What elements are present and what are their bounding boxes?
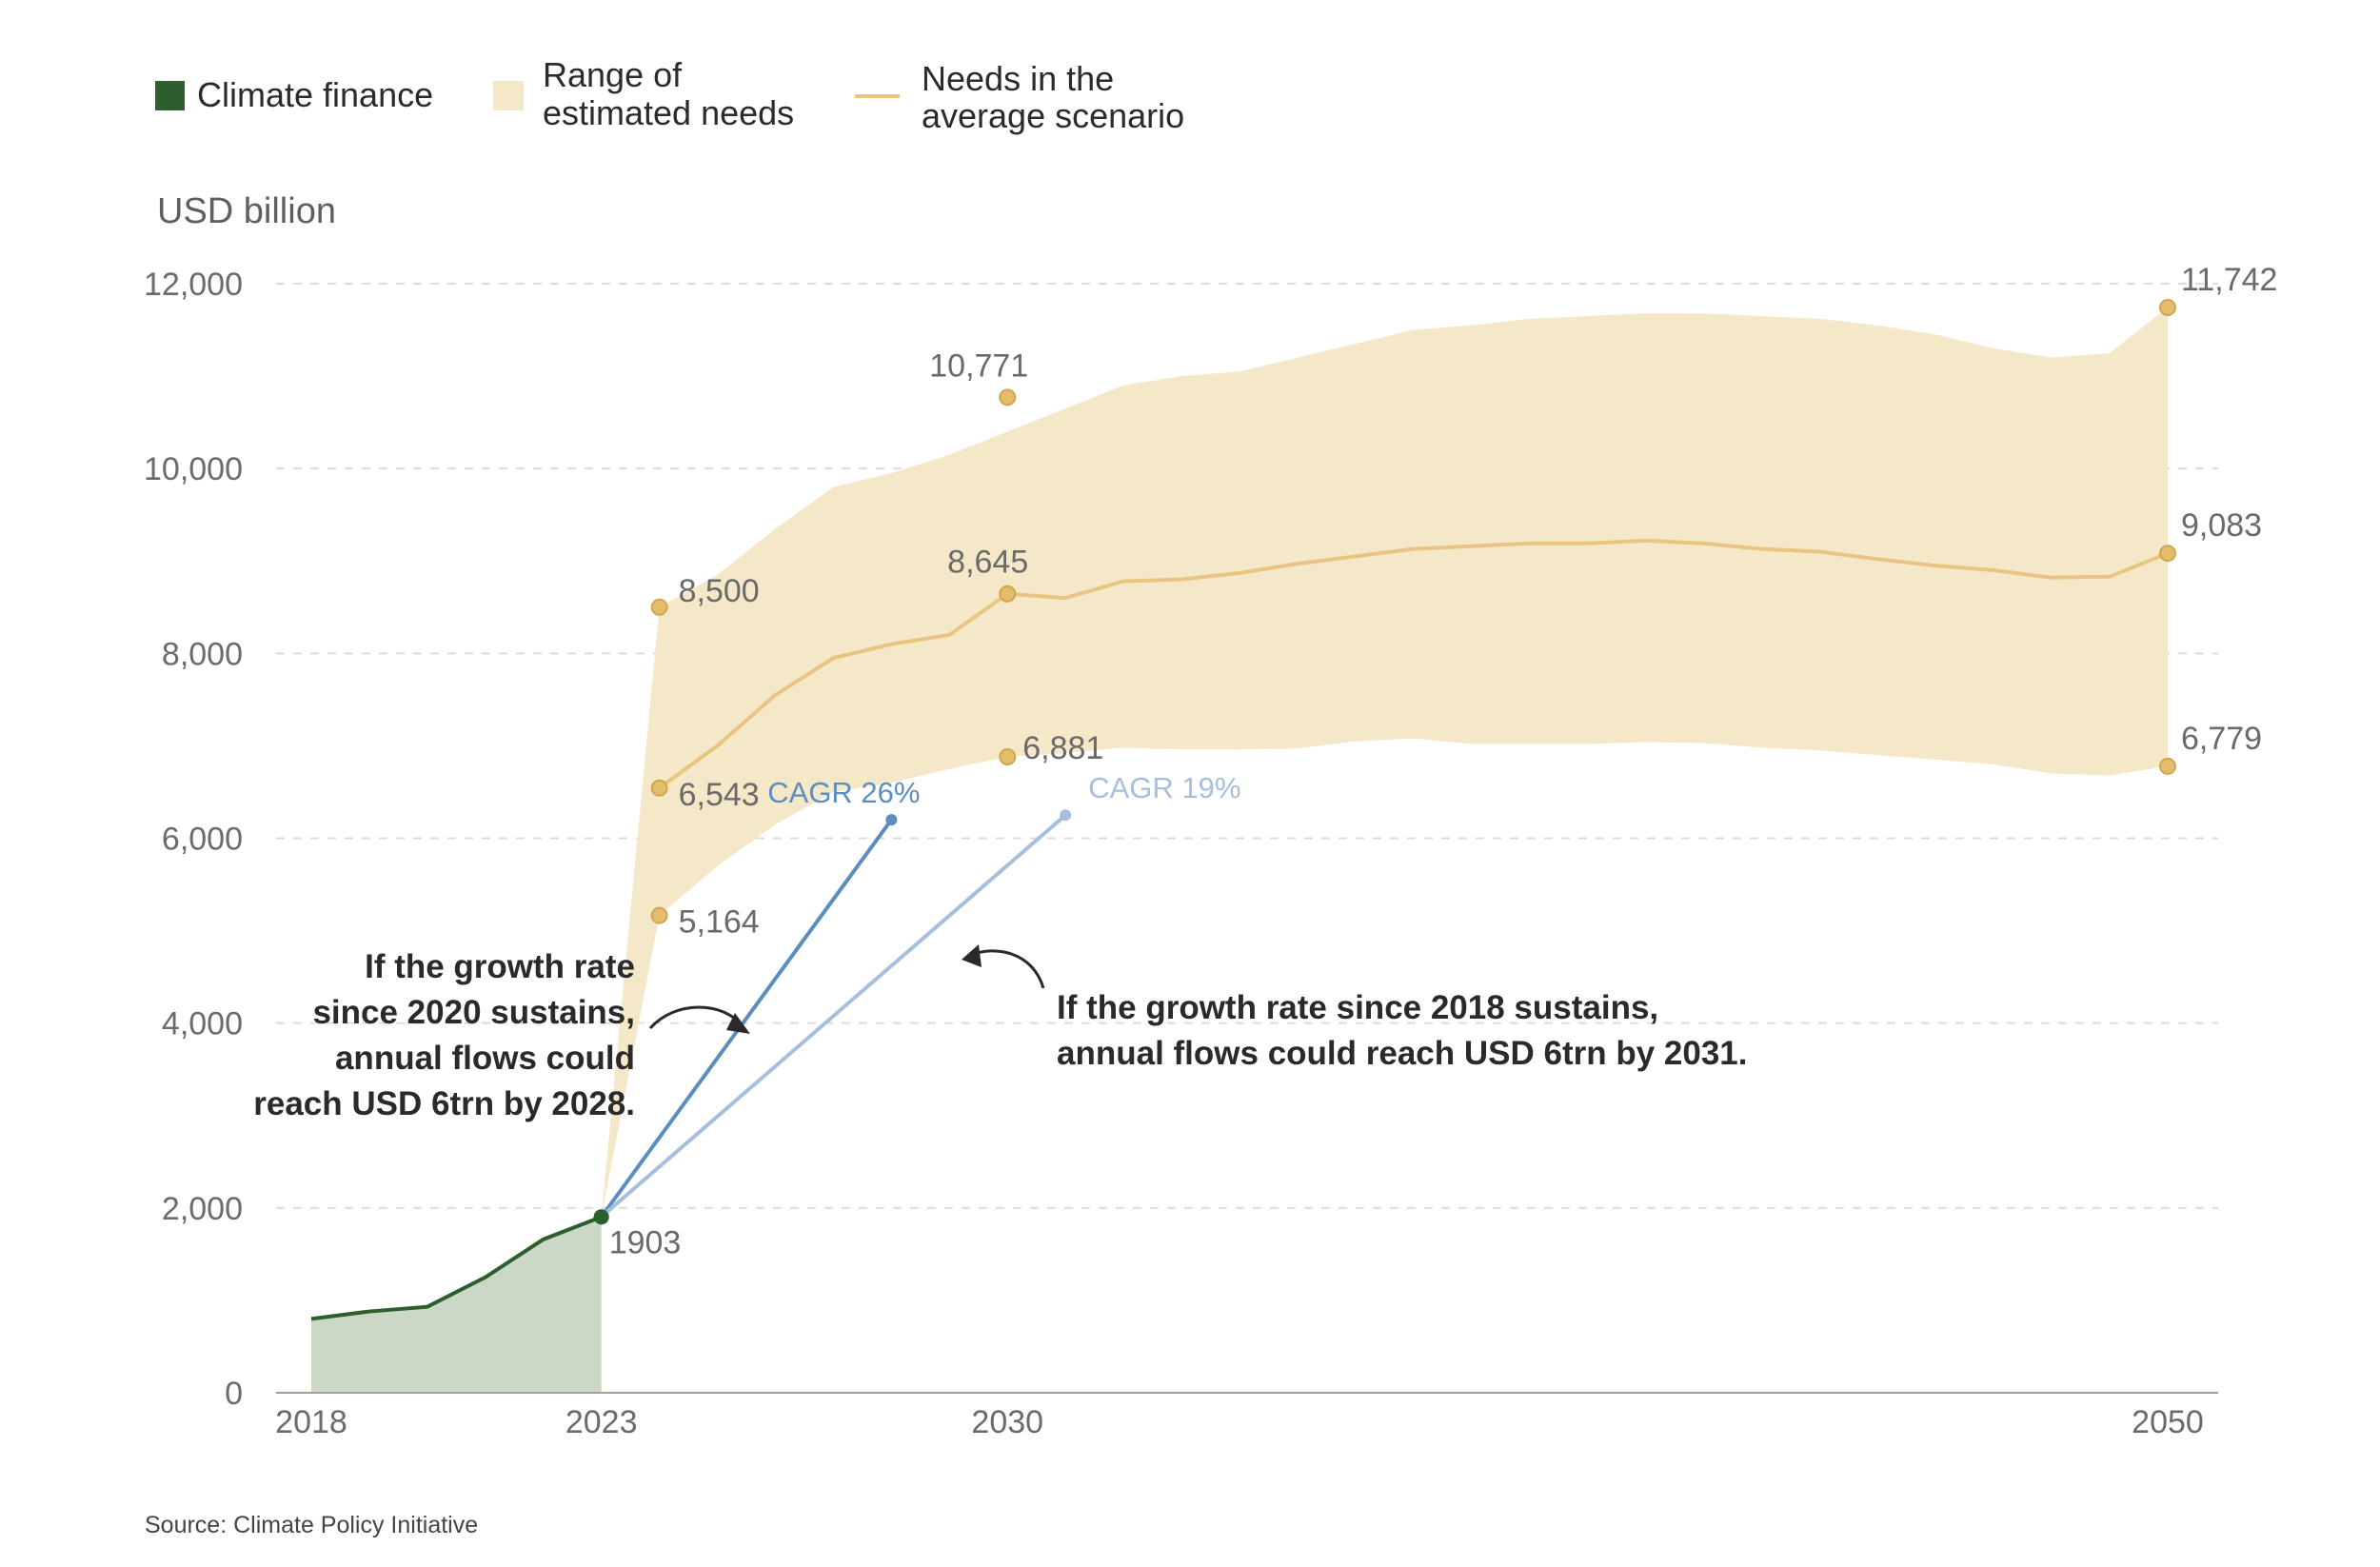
needs-point-label-6: 11,742 bbox=[2181, 262, 2277, 298]
x-tick-label-2023: 2023 bbox=[565, 1404, 638, 1440]
legend-finance-swatch bbox=[155, 81, 185, 110]
right-note-line2: annual flows could reach USD 6trn by 203… bbox=[1057, 1035, 1747, 1072]
cagr-line-1 bbox=[600, 813, 1067, 1219]
climate-finance-end-point-top bbox=[593, 1209, 609, 1225]
needs-point-label-8: 6,779 bbox=[2181, 721, 2262, 757]
x-tick-label-2030: 2030 bbox=[971, 1404, 1043, 1440]
needs-point-label-3: 10,771 bbox=[929, 347, 1028, 384]
source-note: Source: Climate Policy Initiative bbox=[145, 1512, 478, 1538]
climate-finance-series: 1903 bbox=[310, 1209, 682, 1393]
y-tick-label-2000: 2,000 bbox=[162, 1191, 243, 1227]
x-tick-label-2018: 2018 bbox=[275, 1404, 347, 1440]
needs-point-label-2: 5,164 bbox=[679, 904, 760, 941]
y-tick-label-4000: 4,000 bbox=[162, 1006, 243, 1042]
left-curved-arrow bbox=[648, 1005, 744, 1030]
needs-point-0 bbox=[650, 598, 668, 616]
cagr-projections: CAGR 26% CAGR 19% bbox=[593, 771, 1240, 1225]
needs-point-7 bbox=[2159, 545, 2176, 563]
right-curved-arrow bbox=[968, 949, 1045, 989]
average-scenario-series bbox=[658, 538, 2169, 790]
needs-point-label-7: 9,083 bbox=[2181, 507, 2262, 544]
needs-range-band bbox=[601, 307, 2168, 1218]
needs-range-area bbox=[601, 307, 2168, 1218]
cagr-end-point-0 bbox=[885, 814, 898, 826]
legend-range-label-line1: Range of bbox=[543, 55, 683, 94]
legend: Climate finance Range of estimated needs… bbox=[155, 55, 1184, 135]
right-arrow-head-icon bbox=[962, 944, 982, 967]
y-tick-label-6000: 6,000 bbox=[162, 822, 243, 858]
needs-point-6 bbox=[2159, 299, 2176, 317]
climate-finance-line bbox=[310, 1215, 603, 1321]
average-scenario-line bbox=[658, 538, 2169, 790]
axes: 0 2,000 4,000 6,000 8,000 10,000 12,000 2018 202… bbox=[144, 267, 2218, 1440]
legend-average-label-line1: Needs in the bbox=[922, 59, 1114, 98]
y-tick-label-12000: 12,000 bbox=[144, 267, 243, 303]
right-note-line1: If the growth rate since 2018 sustains, bbox=[1057, 989, 1658, 1026]
left-note-line4: reach USD 6trn by 2028. bbox=[253, 1085, 635, 1122]
left-arrow-head-icon bbox=[726, 1013, 750, 1034]
y-tick-label-10000: 10,000 bbox=[144, 451, 243, 487]
left-note-line3: annual flows could bbox=[335, 1040, 635, 1077]
right-annotation: If the growth rate since 2018 sustains, … bbox=[962, 944, 1747, 1072]
climate-finance-area bbox=[311, 1217, 602, 1393]
needs-point-label-4: 8,645 bbox=[947, 545, 1028, 581]
legend-range-swatch bbox=[493, 81, 524, 110]
cagr-line-0 bbox=[600, 818, 893, 1219]
needs-point-8 bbox=[2159, 757, 2176, 775]
y-axis-unit-label: USD billion bbox=[157, 191, 336, 231]
needs-point-label-5: 6,881 bbox=[1022, 730, 1103, 766]
needs-point-label-1: 6,543 bbox=[679, 777, 760, 813]
left-note-line2: since 2020 sustains, bbox=[312, 994, 635, 1031]
labeled-points: 8,500 6,543 5,164 10,771 8,645 6,881 11,742 9,0… bbox=[650, 262, 2277, 941]
left-annotation: If the growth rate since 2020 sustains, … bbox=[253, 948, 750, 1122]
needs-point-label-0: 8,500 bbox=[679, 573, 760, 609]
cagr-end-point-1 bbox=[1060, 809, 1072, 822]
needs-point-4 bbox=[999, 585, 1017, 603]
climate-finance-end-label: 1903 bbox=[609, 1224, 682, 1260]
needs-point-1 bbox=[650, 779, 668, 797]
needs-point-5 bbox=[999, 747, 1017, 765]
cagr-label-0: CAGR 26% bbox=[767, 776, 920, 809]
y-tick-label-8000: 8,000 bbox=[162, 636, 243, 672]
needs-point-2 bbox=[650, 906, 668, 924]
legend-finance-label: Climate finance bbox=[197, 75, 433, 114]
x-tick-label-2050: 2050 bbox=[2132, 1404, 2204, 1440]
y-tick-label-0: 0 bbox=[225, 1376, 243, 1412]
cagr-label-1: CAGR 19% bbox=[1088, 771, 1240, 804]
needs-point-3 bbox=[999, 388, 1017, 407]
legend-average-label-line2: average scenario bbox=[922, 96, 1184, 135]
left-note-line1: If the growth rate bbox=[365, 948, 635, 985]
legend-range-label-line2: estimated needs bbox=[543, 93, 794, 132]
